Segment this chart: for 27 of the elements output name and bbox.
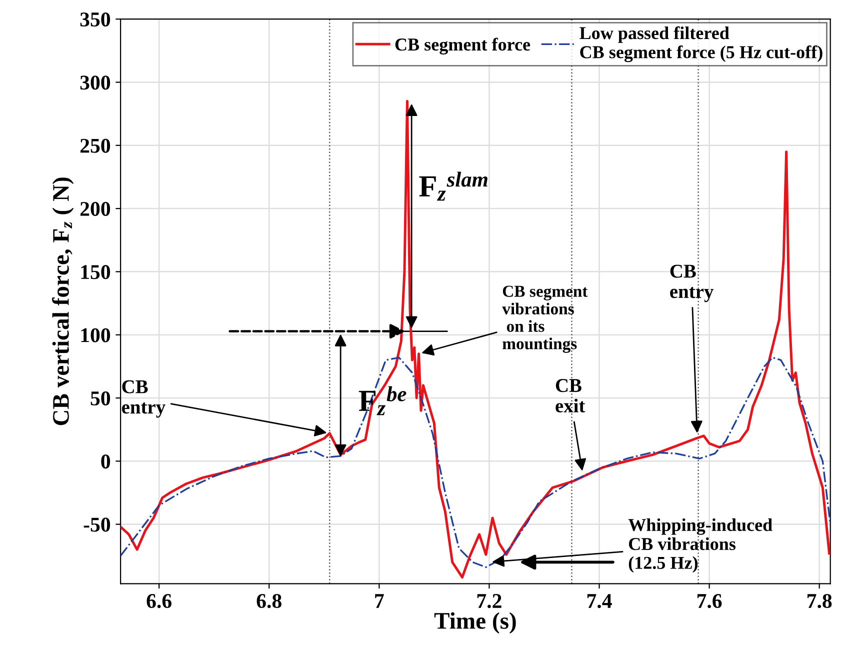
y-tick-label: 100 [81,328,110,342]
line-series [120,100,830,579]
annotation: CB entry [122,380,166,418]
y-tick-label: 150 [81,265,110,280]
annotation: F$_{z}$$^{slam}$ [419,172,488,201]
x-tick-label: 6.8 [256,594,282,608]
legend-label: CB segment force [395,38,530,54]
annotation: CB entry [670,264,714,302]
annotation: CB segment vibrations on its mountings [502,286,588,353]
y-tick-label: 350 [80,12,110,27]
y-tick-label: 250 [80,138,110,153]
y-tick-label: -50 [84,518,110,532]
y-tick-label: 300 [80,76,110,90]
x-tick-label: 7.2 [477,594,502,608]
x-tick-label: 7.8 [808,594,832,608]
x-tick-label: 7.4 [587,594,612,608]
legend-label: Low passed filtered CB segment force (5 Hz cut-off) [580,26,822,62]
y-tick-label: 0 [101,454,110,469]
x-tick-label: 7.6 [697,594,722,608]
x-tick-label: 6.6 [146,594,172,608]
y-tick-label: 50 [90,391,110,406]
x-axis-title: Time (s) [434,612,516,634]
x-tick-label: 7 [375,594,384,608]
annotation: CB exit [556,379,586,412]
annotation: Whipping-induced CB vibrations (12.5 Hz) [628,518,772,573]
y-axis-title: CB vertical force, F$_{z}$ ( N) [52,178,74,426]
y-tick-label: 200 [80,202,110,216]
